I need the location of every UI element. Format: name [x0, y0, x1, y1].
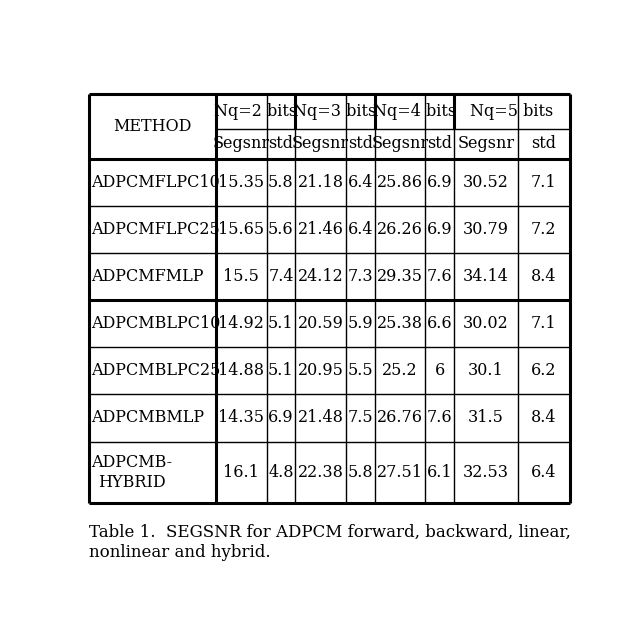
Text: 7.5: 7.5: [348, 410, 373, 426]
Text: Segsnr: Segsnr: [458, 135, 515, 152]
Text: 8.4: 8.4: [531, 410, 557, 426]
Text: 24.12: 24.12: [298, 268, 344, 285]
Text: 30.52: 30.52: [463, 174, 509, 191]
Text: 6.6: 6.6: [427, 315, 452, 332]
Text: 8.4: 8.4: [531, 268, 557, 285]
Text: 22.38: 22.38: [298, 464, 344, 481]
Text: 15.35: 15.35: [218, 174, 264, 191]
Text: ADPCMB-
HYBRID: ADPCMB- HYBRID: [92, 454, 173, 491]
Text: 27.51: 27.51: [377, 464, 423, 481]
Text: 16.1: 16.1: [223, 464, 259, 481]
Text: 25.38: 25.38: [377, 315, 423, 332]
Text: 5.8: 5.8: [348, 464, 373, 481]
Text: 5.8: 5.8: [268, 174, 294, 191]
Text: 7.4: 7.4: [268, 268, 294, 285]
Text: 25.2: 25.2: [382, 362, 418, 380]
Text: 5.9: 5.9: [348, 315, 373, 332]
Text: 6.1: 6.1: [427, 464, 452, 481]
Text: ADPCMFLPC10: ADPCMFLPC10: [92, 174, 220, 191]
Text: std: std: [428, 135, 452, 152]
Text: 7.2: 7.2: [531, 221, 557, 238]
Text: 7.6: 7.6: [427, 268, 452, 285]
Text: 14.35: 14.35: [218, 410, 264, 426]
Text: 6.9: 6.9: [427, 221, 452, 238]
Text: 5.1: 5.1: [268, 315, 294, 332]
Text: 14.88: 14.88: [218, 362, 264, 380]
Text: ADPCMBLPC25: ADPCMBLPC25: [92, 362, 221, 380]
Text: 30.1: 30.1: [468, 362, 504, 380]
Text: METHOD: METHOD: [113, 117, 191, 135]
Text: Nq=5 bits: Nq=5 bits: [470, 103, 554, 120]
Text: 6.4: 6.4: [348, 174, 373, 191]
Text: std: std: [348, 135, 373, 152]
Text: 21.48: 21.48: [298, 410, 344, 426]
Text: Table 1.  SEGSNR for ADPCM forward, backward, linear,
nonlinear and hybrid.: Table 1. SEGSNR for ADPCM forward, backw…: [89, 524, 571, 561]
Text: 30.02: 30.02: [463, 315, 509, 332]
Text: Segsnr: Segsnr: [212, 135, 270, 152]
Text: 20.59: 20.59: [298, 315, 344, 332]
Text: 5.1: 5.1: [268, 362, 294, 380]
Text: 5.5: 5.5: [348, 362, 373, 380]
Text: 6.9: 6.9: [268, 410, 294, 426]
Text: 6.4: 6.4: [348, 221, 373, 238]
Text: 20.95: 20.95: [298, 362, 344, 380]
Text: Segsnr: Segsnr: [372, 135, 429, 152]
Text: 6.2: 6.2: [531, 362, 557, 380]
Text: 30.79: 30.79: [463, 221, 509, 238]
Text: 32.53: 32.53: [463, 464, 509, 481]
Text: ADPCMBLPC10: ADPCMBLPC10: [92, 315, 221, 332]
Text: ADPCMFMLP: ADPCMFMLP: [92, 268, 204, 285]
Text: 6: 6: [435, 362, 445, 380]
Text: Nq=2 bits: Nq=2 bits: [214, 103, 297, 120]
Text: 26.76: 26.76: [377, 410, 423, 426]
Text: 34.14: 34.14: [463, 268, 509, 285]
Text: std: std: [268, 135, 293, 152]
Text: 5.6: 5.6: [268, 221, 294, 238]
Text: 26.26: 26.26: [377, 221, 423, 238]
Text: 6.9: 6.9: [427, 174, 452, 191]
Text: std: std: [531, 135, 556, 152]
Text: 15.5: 15.5: [223, 268, 259, 285]
Text: 21.18: 21.18: [298, 174, 344, 191]
Text: 29.35: 29.35: [377, 268, 423, 285]
Text: 7.3: 7.3: [348, 268, 373, 285]
Text: Segsnr: Segsnr: [292, 135, 349, 152]
Text: 21.46: 21.46: [298, 221, 344, 238]
Text: 15.65: 15.65: [218, 221, 264, 238]
Text: Nq=3 bits: Nq=3 bits: [293, 103, 376, 120]
Text: 6.4: 6.4: [531, 464, 557, 481]
Text: 7.1: 7.1: [531, 315, 557, 332]
Text: 31.5: 31.5: [468, 410, 504, 426]
Text: ADPCMFLPC25: ADPCMFLPC25: [92, 221, 220, 238]
Text: 7.1: 7.1: [531, 174, 557, 191]
Text: 25.86: 25.86: [377, 174, 423, 191]
Text: 7.6: 7.6: [427, 410, 452, 426]
Text: ADPCMBMLP: ADPCMBMLP: [92, 410, 205, 426]
Text: Nq=4 bits: Nq=4 bits: [373, 103, 456, 120]
Text: 14.92: 14.92: [218, 315, 264, 332]
Text: 4.8: 4.8: [268, 464, 294, 481]
